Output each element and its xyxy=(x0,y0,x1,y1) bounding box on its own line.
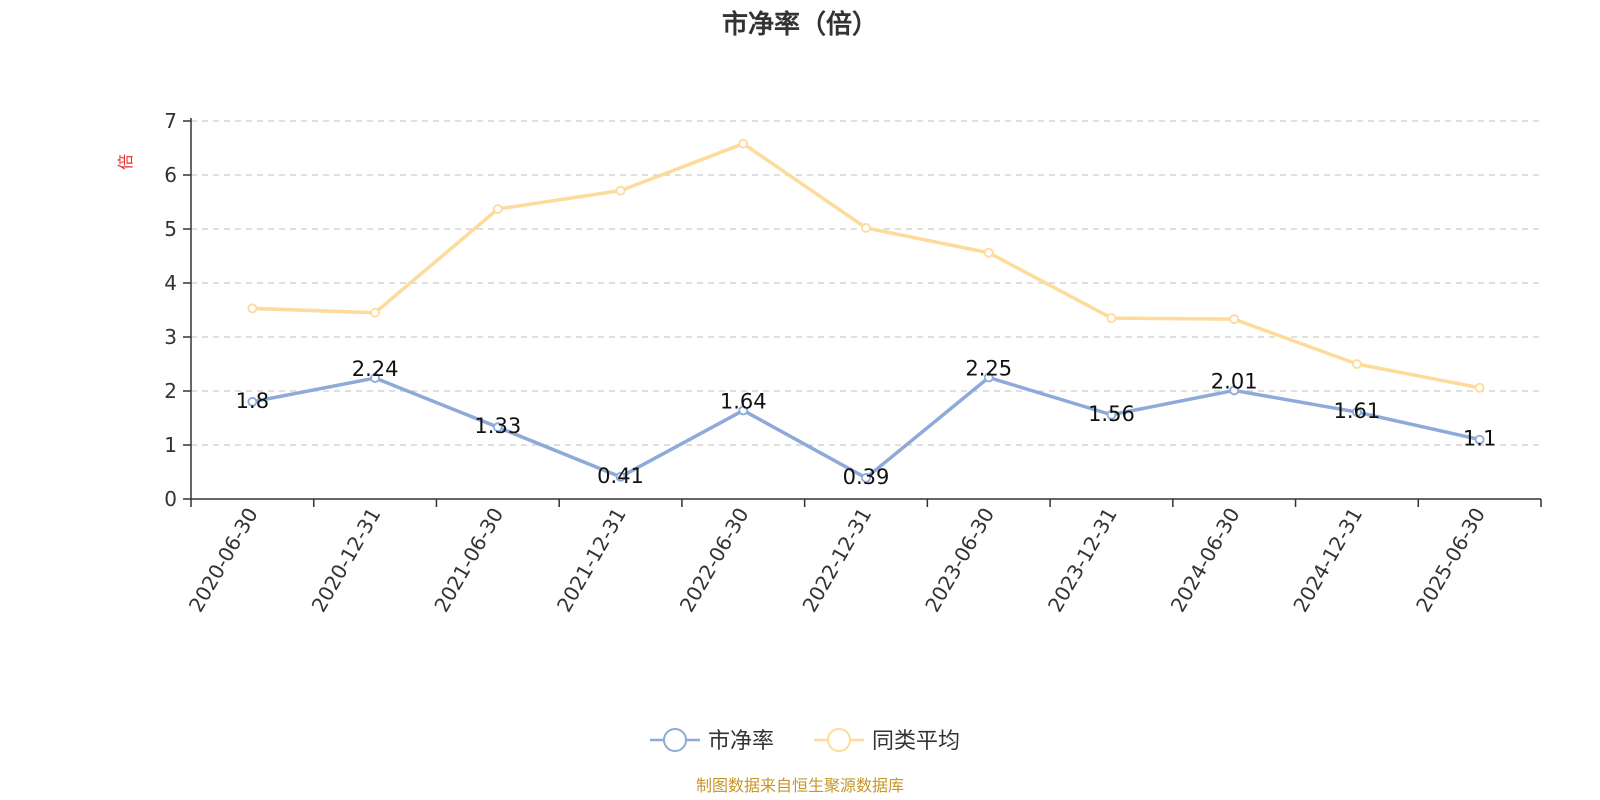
x-tick-label: 2023-12-31 xyxy=(1043,504,1122,617)
data-label: 2.01 xyxy=(1211,369,1258,393)
x-tick-label: 2020-12-31 xyxy=(307,504,386,617)
legend-marker xyxy=(827,728,851,752)
legend: 市净率 同类平均 xyxy=(650,728,960,754)
x-axis-ticks: 2020-06-30 2020-12-31 2021-06-30 2021-12-31… xyxy=(184,499,1542,617)
data-point-pb xyxy=(247,396,258,407)
data-label: 1.56 xyxy=(1088,402,1135,426)
legend-item-pb[interactable]: 市净率 xyxy=(650,728,774,754)
y-axis-unit: 倍 xyxy=(116,154,135,170)
x-tick-label: 2021-12-31 xyxy=(552,504,631,617)
data-label: 0.39 xyxy=(843,465,890,489)
y-tick-label: 4 xyxy=(164,271,177,295)
data-label: 1.1 xyxy=(1463,427,1496,451)
data-point-pb xyxy=(1106,409,1117,420)
data-point-pb xyxy=(1229,385,1240,396)
y-tick-label: 1 xyxy=(164,433,177,457)
x-tick-label: 2024-12-31 xyxy=(1288,504,1367,617)
y-tick-label: 0 xyxy=(164,487,177,511)
legend-item-peer-average[interactable]: 同类平均 xyxy=(814,728,960,754)
x-tick-label: 2023-06-30 xyxy=(920,504,999,617)
data-point-peer-average xyxy=(1352,359,1362,369)
data-label: 1.61 xyxy=(1334,399,1381,423)
data-point-peer-average xyxy=(1474,382,1485,393)
chart-title: 市净率（倍） xyxy=(722,9,878,40)
x-tick-label: 2022-06-30 xyxy=(675,504,754,617)
data-point-pb xyxy=(492,422,503,433)
data-point-pb xyxy=(738,405,749,416)
data-label: 1.64 xyxy=(720,389,767,413)
data-point-pb xyxy=(1474,434,1485,445)
data-labels: 1.8 2.24 1.33 0.41 1.64 0.39 2.25 1.56 2.01 1.61 1… xyxy=(236,357,1497,489)
y-tick-label: 3 xyxy=(164,325,177,349)
legend-label: 同类平均 xyxy=(872,729,960,754)
legend-label: 市净率 xyxy=(708,729,774,754)
x-tick-label: 2025-06-30 xyxy=(1411,504,1490,617)
data-label: 0.41 xyxy=(597,464,644,488)
axes xyxy=(190,118,1541,500)
data-point-peer-average xyxy=(370,307,380,318)
x-tick-label: 2022-12-31 xyxy=(797,504,876,617)
data-point-peer-average xyxy=(1106,313,1117,324)
data-point-peer-average xyxy=(861,223,871,233)
x-tick-label: 2024-06-30 xyxy=(1166,504,1245,617)
y-tick-label: 7 xyxy=(164,109,177,133)
data-point-peer-average xyxy=(615,185,626,196)
data-source-note: 制图数据来自恒生聚源数据库 xyxy=(696,776,904,795)
data-label: 1.33 xyxy=(474,414,521,438)
data-point-pb xyxy=(861,473,871,483)
y-axis-ticks: 0 1 2 3 4 5 6 7 xyxy=(164,109,191,511)
x-tick-label: 2020-06-30 xyxy=(184,504,263,617)
series-layer xyxy=(247,138,1485,483)
data-label: 2.25 xyxy=(965,357,1012,381)
series-line-peer-average xyxy=(252,141,1480,390)
y-tick-label: 6 xyxy=(164,163,177,187)
data-point-pb xyxy=(370,373,380,383)
legend-marker xyxy=(663,728,687,752)
data-point-pb xyxy=(983,372,994,383)
data-point-peer-average xyxy=(492,204,503,214)
series-line-pb xyxy=(252,375,1481,480)
data-point-peer-average xyxy=(1229,314,1240,325)
y-tick-label: 5 xyxy=(164,217,177,241)
grid-lines xyxy=(191,120,1541,446)
x-tick-label: 2021-06-30 xyxy=(429,504,508,617)
y-tick-label: 2 xyxy=(164,379,177,403)
data-label: 1.8 xyxy=(236,389,269,413)
data-point-pb xyxy=(1352,407,1362,417)
data-point-peer-average xyxy=(983,247,994,258)
data-label: 2.24 xyxy=(352,357,399,381)
data-point-peer-average xyxy=(247,303,258,314)
data-point-pb xyxy=(615,471,626,482)
data-point-peer-average xyxy=(738,138,749,149)
